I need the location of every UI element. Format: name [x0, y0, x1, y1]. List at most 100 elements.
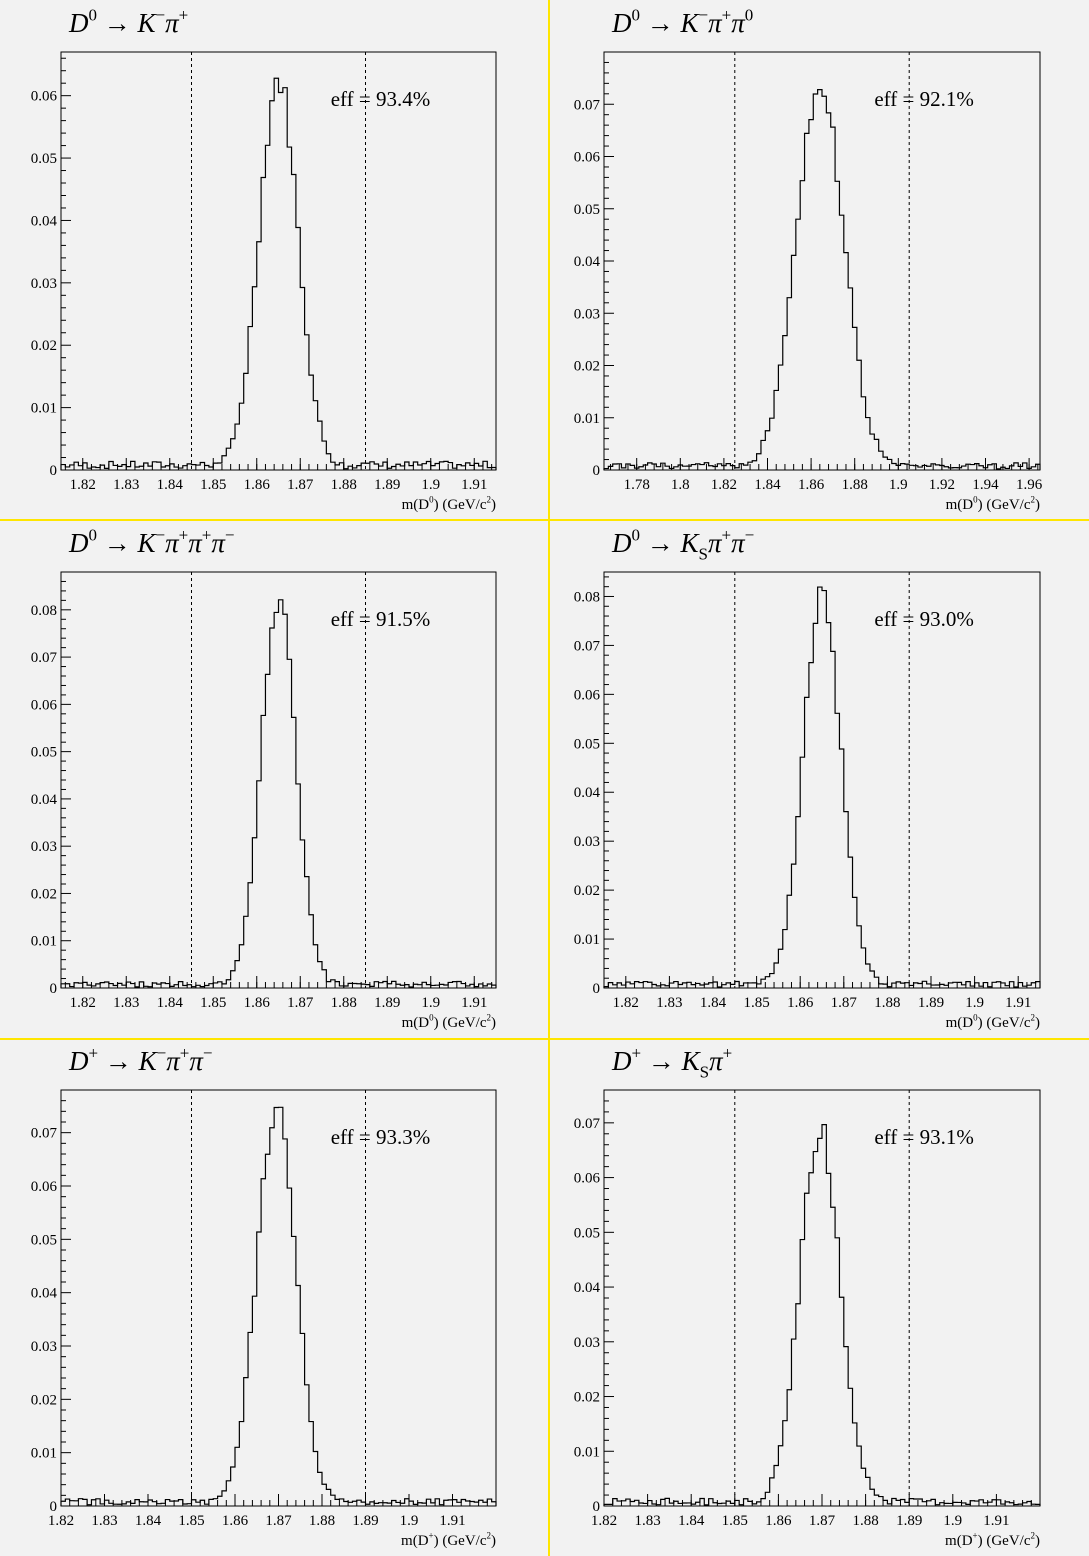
x-axis-label: m(D0) (GeV/c2)	[946, 495, 1040, 513]
chart-d0-kspipi: 0 0.01 0.02 0.03 0.04 0.05 0.06 0.07 0.08 1.82 1.8…	[574, 526, 1041, 1031]
chart-title: D0 → KSπ+π−	[611, 526, 754, 564]
y-tick-label: 0.06	[574, 150, 601, 166]
y-tick-label: 0.07	[574, 638, 601, 654]
efficiency-annotation: eff = 93.0%	[874, 607, 974, 631]
efficiency-annotation: eff = 93.4%	[331, 87, 431, 111]
y-tick-label: 0.07	[574, 1116, 601, 1132]
x-tick-label: 1.8	[671, 477, 690, 493]
x-tick-label: 1.88	[852, 1513, 878, 1529]
y-tick-label: 0.02	[574, 1390, 600, 1406]
chart-title: D+ → KSπ+	[611, 1044, 732, 1082]
y-tick-label: 0.02	[31, 886, 57, 902]
x-tick-label: 1.83	[113, 477, 139, 493]
x-tick-label: 1.86	[244, 995, 271, 1011]
y-tick-label: 0.05	[31, 1232, 57, 1248]
y-tick-label: 0.03	[574, 834, 600, 850]
x-tick-label: 1.82	[711, 477, 737, 493]
plot-frame	[60, 51, 497, 471]
x-tick-label: 1.92	[929, 477, 955, 493]
y-tick-label: 0.05	[574, 1225, 600, 1241]
y-tick-label: 0.06	[31, 697, 58, 713]
y-tick-label: 0	[593, 463, 601, 479]
plot-frame	[603, 1089, 1041, 1507]
y-tick-label: 0.03	[31, 839, 57, 855]
efficiency-annotation: eff = 92.1%	[874, 87, 974, 111]
x-axis-label: m(D0) (GeV/c2)	[402, 1013, 496, 1031]
panel-d0-kpi: 0 0.01 0.02 0.03 0.04 0.05 0.06 1.82 1.83 1.84 1.8…	[0, 0, 548, 519]
y-tick-label: 0.04	[574, 785, 601, 801]
grid-separator	[0, 519, 1089, 521]
x-tick-label: 1.84	[754, 477, 781, 493]
grid-separator	[548, 0, 550, 1556]
y-tick-label: 0.04	[574, 1280, 601, 1296]
plot-frame	[60, 571, 497, 989]
x-tick-label: 1.88	[331, 477, 357, 493]
x-axis-label: m(D+) (GeV/c2)	[945, 1531, 1040, 1549]
histogram-line	[60, 1106, 497, 1506]
x-tick-label: 1.89	[918, 995, 944, 1011]
x-tick-label: 1.89	[374, 995, 400, 1011]
chart-d0-k3pi: 0 0.01 0.02 0.03 0.04 0.05 0.06 0.07 0.08 1.82 1.8…	[31, 526, 497, 1031]
y-tick-label: 0.06	[574, 687, 601, 703]
histogram-line	[603, 586, 1041, 988]
x-tick-label: 1.86	[244, 477, 271, 493]
grid-separator	[0, 1038, 1089, 1040]
chart-dplus-kspi: 0 0.01 0.02 0.03 0.04 0.05 0.06 0.07 1.82 1.83 1.8…	[574, 1044, 1041, 1549]
chart-title: D0 → K−π+π+π−	[68, 526, 234, 558]
x-tick-label: 1.84	[678, 1513, 705, 1529]
x-tick-label: 1.87	[809, 1513, 836, 1529]
y-tick-label: 0.02	[574, 359, 600, 375]
y-tick-label: 0.01	[31, 934, 57, 950]
y-tick-label: 0.01	[574, 932, 600, 948]
y-tick-label: 0.04	[31, 213, 58, 229]
y-tick-label: 0	[593, 981, 601, 997]
x-tick-label: 1.86	[765, 1513, 792, 1529]
efficiency-annotation: eff = 93.3%	[331, 1125, 431, 1149]
x-tick-label: 1.84	[157, 995, 184, 1011]
y-tick-label: 0.07	[574, 97, 601, 113]
histogram-line	[60, 77, 497, 470]
x-tick-label: 1.82	[48, 1513, 74, 1529]
x-tick-label: 1.82	[613, 995, 639, 1011]
y-tick-label: 0.02	[31, 338, 57, 354]
y-tick-label: 0	[50, 463, 58, 479]
chart-dplus-kpipi: 0 0.01 0.02 0.03 0.04 0.05 0.06 0.07 1.82 1.83 1.8…	[31, 1044, 497, 1549]
x-tick-label: 1.9	[421, 995, 440, 1011]
y-tick-label: 0.03	[31, 1339, 57, 1355]
x-tick-label: 1.88	[842, 477, 868, 493]
x-tick-label: 1.84	[700, 995, 727, 1011]
x-tick-label: 1.9	[421, 477, 440, 493]
x-tick-label: 1.9	[889, 477, 908, 493]
x-tick-label: 1.87	[265, 1513, 292, 1529]
x-tick-label: 1.82	[70, 995, 96, 1011]
y-tick-label: 0.01	[574, 1444, 600, 1460]
plot-frame	[603, 571, 1041, 989]
x-tick-label: 1.85	[178, 1513, 204, 1529]
y-tick-label: 0.03	[574, 1335, 600, 1351]
x-tick-label: 1.85	[200, 477, 226, 493]
chart-title: D0 → K−π+π0	[611, 6, 753, 38]
y-tick-label: 0.08	[574, 589, 600, 605]
x-tick-label: 1.85	[743, 995, 769, 1011]
x-tick-label: 1.82	[70, 477, 96, 493]
x-tick-label: 1.87	[287, 995, 314, 1011]
x-tick-label: 1.84	[157, 477, 184, 493]
y-tick-label: 0.01	[31, 1446, 57, 1462]
x-tick-label: 1.87	[287, 477, 314, 493]
x-tick-label: 1.88	[874, 995, 900, 1011]
x-tick-label: 1.91	[1005, 995, 1031, 1011]
y-tick-label: 0.01	[574, 411, 600, 427]
x-tick-label: 1.88	[309, 1513, 335, 1529]
x-tick-label: 1.9	[400, 1513, 419, 1529]
x-axis-label: m(D+) (GeV/c2)	[401, 1531, 496, 1549]
x-tick-label: 1.83	[656, 995, 682, 1011]
plot-frame	[60, 1089, 497, 1507]
y-tick-label: 0.03	[31, 276, 57, 292]
y-tick-label: 0.04	[31, 1286, 58, 1302]
histogram-line	[603, 89, 1041, 470]
panel-dplus-kspi: 0 0.01 0.02 0.03 0.04 0.05 0.06 0.07 1.82 1.83 1.8…	[550, 1040, 1089, 1556]
x-tick-label: 1.94	[972, 477, 999, 493]
x-tick-label: 1.84	[135, 1513, 162, 1529]
panel-d0-kpipi0: 0 0.01 0.02 0.03 0.04 0.05 0.06 0.07 1.78 1.8 1.82…	[550, 0, 1089, 519]
y-tick-label: 0.05	[31, 745, 57, 761]
